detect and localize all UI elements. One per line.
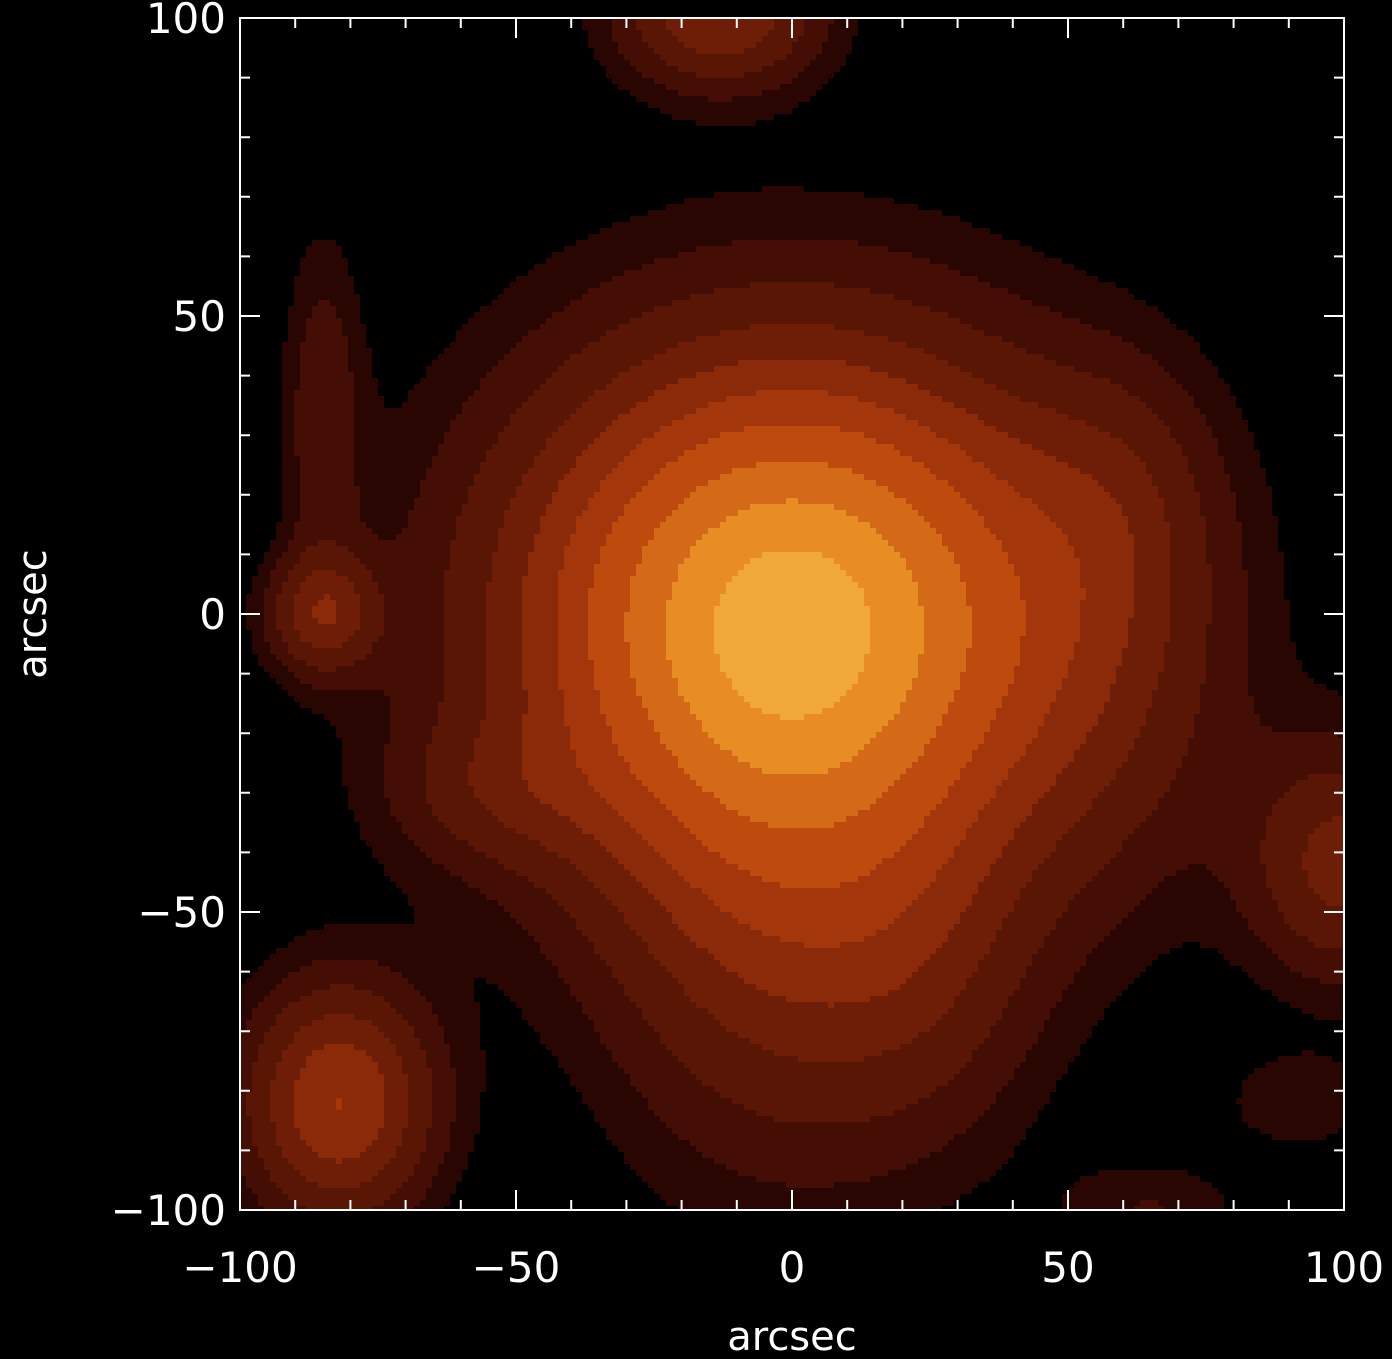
y-tick-label: −50 (137, 888, 226, 937)
x-tick-label: −50 (472, 1243, 561, 1292)
x-tick-label: 100 (1304, 1243, 1384, 1292)
x-tick-label: 0 (779, 1243, 806, 1292)
x-tick-label: −100 (182, 1243, 297, 1292)
contour-level-7 (588, 426, 1026, 888)
contour-level-1 (240, 18, 1344, 1210)
y-tick-label: 50 (173, 292, 226, 341)
contour-level-8 (624, 462, 972, 828)
y-tick-labels: −100 −50 0 50 100 (111, 0, 226, 1235)
y-tick-label: −100 (111, 1186, 226, 1235)
y-tick-label: 0 (199, 590, 226, 639)
x-tick-label: 50 (1041, 1243, 1094, 1292)
contour-level-5 (294, 360, 1134, 1164)
y-tick-label: 100 (146, 0, 226, 43)
y-axis-label: arcsec (10, 549, 56, 679)
x-axis-label: arcsec (727, 1314, 857, 1359)
x-tick-labels: −100 −50 0 50 100 (182, 1243, 1384, 1292)
contour-level-3 (246, 18, 1344, 1210)
contour-level-9 (666, 498, 924, 774)
contour-fill-layer (240, 18, 1344, 1210)
axis-ticks (239, 17, 1345, 1211)
contour-level-10 (714, 552, 870, 720)
